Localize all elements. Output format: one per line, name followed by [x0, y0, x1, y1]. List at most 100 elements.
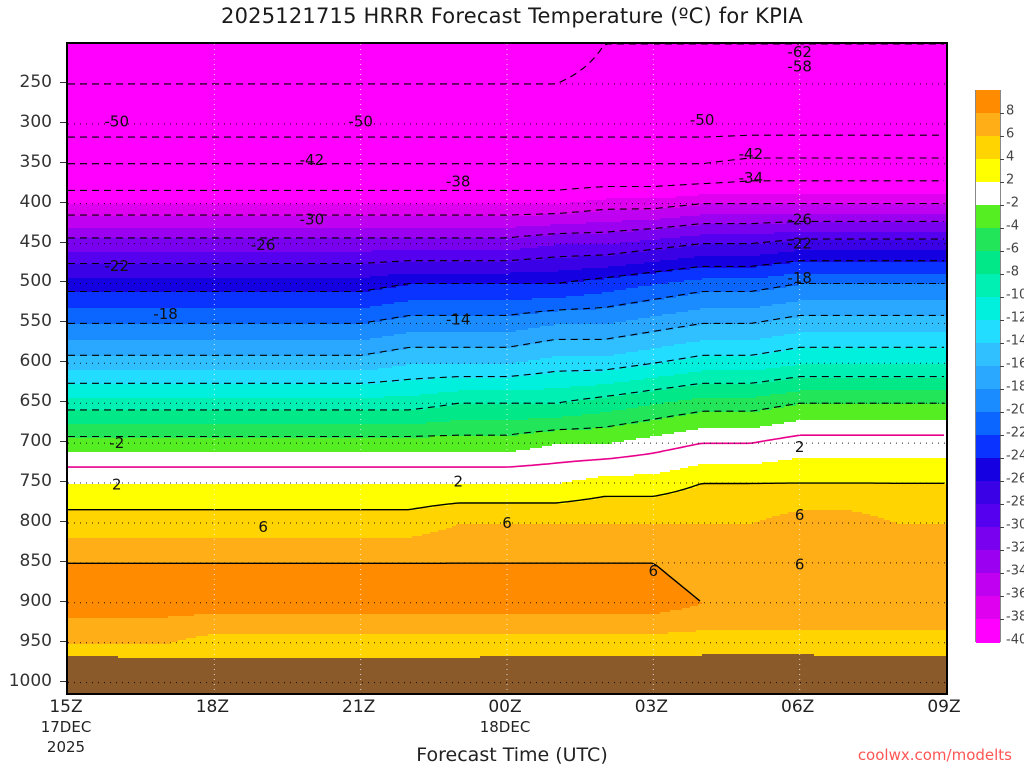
y-axis-label: 250 [19, 71, 52, 92]
colorbar-tick [999, 504, 1004, 505]
colorbar-band [976, 159, 1000, 183]
x-axis-label: 15Z [49, 697, 83, 717]
colorbar-label: -16 [1006, 356, 1024, 372]
colorbar-band [976, 596, 1000, 620]
y-axis-tick [60, 121, 66, 123]
colorbar-label: -14 [1006, 333, 1024, 349]
y-axis-tick [60, 640, 66, 642]
gridlines [68, 44, 946, 693]
colorbar-band [976, 136, 1000, 160]
x-axis-label: 09Z [927, 697, 961, 717]
colorbar-band [976, 182, 1000, 206]
colorbar-label: 4 [1006, 149, 1015, 165]
colorbar-label: 6 [1006, 126, 1015, 142]
x-axis-date-label: 17DEC [40, 718, 92, 736]
colorbar-tick [999, 527, 1004, 528]
colorbar-tick [999, 251, 1004, 252]
colorbar-band [976, 573, 1000, 597]
colorbar-band [976, 343, 1000, 367]
x-axis: 15Z 17DEC 2025 18Z 21Z 00Z 18DEC 03Z 06Z 09Z [41, 697, 961, 767]
y-axis-label: 600 [19, 351, 52, 372]
colorbar-tick [999, 205, 1004, 206]
colorbar-tick [999, 159, 1004, 160]
colorbar-tick [999, 274, 1004, 275]
colorbar-band [976, 481, 1000, 505]
y-axis-tick [60, 281, 66, 283]
y-axis-tick [60, 201, 66, 203]
colorbar-label: -20 [1006, 402, 1024, 418]
temperature-cross-section[interactable]: -62 -58 -50 -50 -50 -42 -42 -38 -34 -30 -26 -26 -22-… [66, 42, 948, 695]
colorbar-label: -36 [1006, 586, 1024, 602]
colorbar-tick [999, 435, 1004, 436]
colorbar-tick [999, 366, 1004, 367]
colorbar-label: -24 [1006, 448, 1024, 464]
y-axis-tick [60, 560, 66, 562]
y-axis-label: 550 [19, 311, 52, 332]
y-axis-label: 900 [19, 590, 52, 611]
y-axis-tick [60, 241, 66, 243]
freezing-level-line [68, 434, 944, 468]
colorbar-label: -18 [1006, 379, 1024, 395]
colorbar-band [976, 320, 1000, 344]
x-axis-label: 18Z [195, 697, 229, 717]
colorbar-band [976, 113, 1000, 137]
colorbar-label: -38 [1006, 609, 1024, 625]
colorbar-tick [999, 343, 1004, 344]
colorbar-band [976, 527, 1000, 551]
y-axis-tick [60, 401, 66, 403]
x-axis-label: 21Z [342, 697, 376, 717]
colorbar-band [976, 251, 1000, 275]
colorbar-tick [999, 412, 1004, 413]
colorbar-label: 8 [1006, 103, 1015, 119]
colorbar-tick [999, 481, 1004, 482]
y-axis-tick [60, 441, 66, 443]
colorbar[interactable]: 8 6 4 2 -2 -4 -6 -8 -10 -12 -14 -16 -18 -20 -22 -24 -26 -… [975, 90, 1024, 648]
x-axis-date-label: 18DEC [479, 718, 531, 736]
colorbar-label: -6 [1006, 241, 1019, 257]
colorbar-label: -12 [1006, 310, 1024, 326]
y-axis-tick [60, 361, 66, 363]
colorbar-band [976, 412, 1000, 436]
y-axis-tick [60, 481, 66, 483]
y-axis-label: 700 [19, 431, 52, 452]
colorbar-band [976, 504, 1000, 528]
colorbar-band [976, 205, 1000, 229]
colorbar-band [976, 550, 1000, 574]
y-axis-label: 950 [19, 630, 52, 651]
colorbar-label: -2 [1006, 195, 1019, 211]
y-axis-label: 500 [19, 271, 52, 292]
colorbar-band [976, 228, 1000, 252]
x-axis-label: 00Z [488, 697, 522, 717]
y-axis-label: 650 [19, 391, 52, 412]
y-axis-tick [60, 321, 66, 323]
colorbar-tick [999, 182, 1004, 183]
colorbar-band [976, 389, 1000, 413]
colorbar-label: -22 [1006, 425, 1024, 441]
y-axis-label: 300 [19, 111, 52, 132]
colorbar-band [976, 274, 1000, 298]
y-axis-tick [60, 161, 66, 163]
y-axis-tick [60, 81, 66, 83]
y-axis-tick [60, 680, 66, 682]
colorbar-tick [999, 113, 1004, 114]
colorbar-band [976, 297, 1000, 321]
colorbar-label: -10 [1006, 287, 1024, 303]
colorbar-band [976, 90, 1000, 114]
x-axis-title: Forecast Time (UTC) [416, 744, 608, 766]
y-axis-label: 800 [19, 510, 52, 531]
y-axis-label: 1000 [8, 670, 52, 691]
y-axis-tick [60, 600, 66, 602]
colorbar-label: -28 [1006, 494, 1024, 510]
x-axis-label: 03Z [634, 697, 668, 717]
x-axis-label: 06Z [781, 697, 815, 717]
y-axis: 250 300 350 400 450 500 550 600 650 700 750 800 850 9… [0, 42, 66, 695]
colorbar-tick [999, 228, 1004, 229]
colorbar-tick [999, 458, 1004, 459]
colorbar-band [976, 619, 1000, 643]
colorbar-label: -4 [1006, 218, 1019, 234]
y-axis-label: 350 [19, 151, 52, 172]
colorbar-tick [999, 596, 1004, 597]
y-axis-tick [60, 520, 66, 522]
colorbar-tick [999, 297, 1004, 298]
colorbar-tick [999, 619, 1004, 620]
